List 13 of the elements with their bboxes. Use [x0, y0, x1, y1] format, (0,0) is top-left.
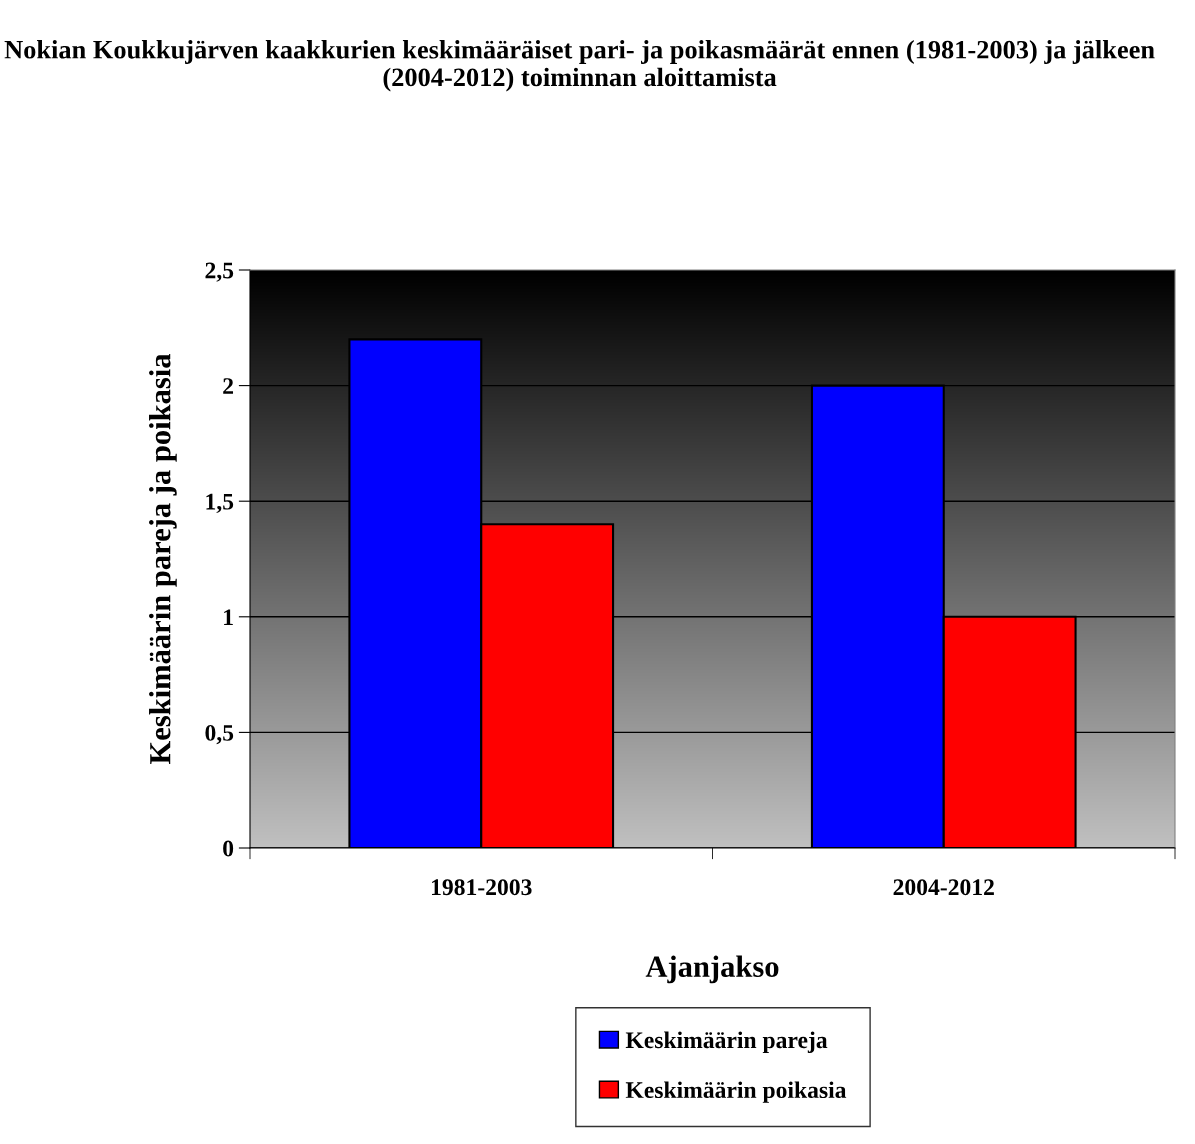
y-tick-label: 0,5	[205, 724, 234, 745]
y-tick-label: 0	[223, 840, 234, 857]
x-tick-label: 2004-2012	[893, 879, 994, 896]
y-tick-label: 2	[223, 378, 234, 394]
y-tick-label: 1,5	[206, 493, 234, 514]
legend-label: Keskimäärin poikasia	[625, 1081, 847, 1103]
x-tick-label: 1981-2003	[431, 879, 532, 896]
y-tick-label: 2,5	[205, 262, 234, 282]
chart-title: Nokian Koukkujärven kaakkurien keskimääräiset pari- ja poikasmäärät ennen (1981-2003) ja jälkeen (2004-2012) toiminnan aloittamista	[4, 40, 1155, 92]
legend-label: Keskimäärin pareja	[625, 1031, 828, 1053]
y-axis-title: Keskimäärin pareja ja poikasia	[149, 353, 177, 765]
x-axis-title: Ajanjakso	[645, 955, 779, 984]
y-tick-label: 1	[224, 609, 233, 625]
